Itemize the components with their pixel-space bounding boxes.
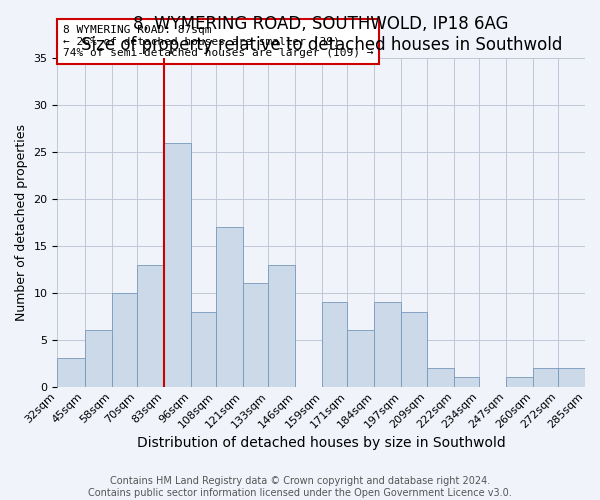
Title: 8, WYMERING ROAD, SOUTHWOLD, IP18 6AG
Size of property relative to detached hous: 8, WYMERING ROAD, SOUTHWOLD, IP18 6AG Si… [80,15,562,54]
Bar [191,312,216,386]
Bar [427,368,454,386]
X-axis label: Distribution of detached houses by size in Southwold: Distribution of detached houses by size … [137,436,506,450]
Bar [506,377,533,386]
Bar [243,284,268,387]
Bar [112,293,137,386]
Bar [216,227,243,386]
Bar [454,377,479,386]
Bar [533,368,558,386]
Y-axis label: Number of detached properties: Number of detached properties [15,124,28,321]
Bar [268,264,295,386]
Bar [85,330,112,386]
Text: 8 WYMERING ROAD: 87sqm
← 26% of detached houses are smaller (39)
74% of semi-det: 8 WYMERING ROAD: 87sqm ← 26% of detached… [62,25,373,58]
Bar [58,358,85,386]
Bar [558,368,585,386]
Bar [164,142,191,386]
Text: Contains HM Land Registry data © Crown copyright and database right 2024.
Contai: Contains HM Land Registry data © Crown c… [88,476,512,498]
Bar [585,349,600,387]
Bar [347,330,374,386]
Bar [374,302,401,386]
Bar [137,264,164,386]
Bar [322,302,347,386]
Bar [401,312,427,386]
